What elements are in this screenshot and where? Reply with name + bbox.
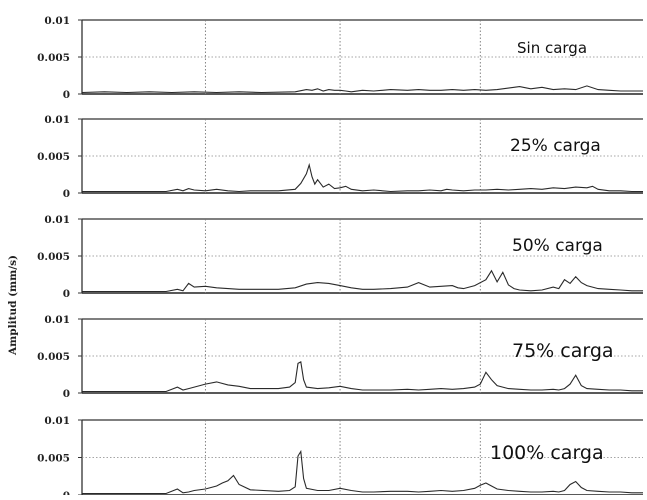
spectrum-series-line [81,85,643,94]
y-tick-label: 0.01 [44,15,70,27]
y-tick-label: 0.01 [44,114,70,126]
panel-label: Sin carga [517,39,587,57]
y-tick-label: 0.005 [37,453,70,465]
spectrum-series-line [82,449,643,495]
panel-label: 100% carga [490,442,604,464]
spectrum-series-line [82,361,643,393]
spectrum-series-line [82,269,643,293]
y-axis-label: Amplitud (mm/s) [7,255,19,356]
spectrum-series-line [82,162,643,193]
y-tick-label: 0.005 [37,251,70,263]
y-tick-label: 0.005 [37,151,70,163]
panel-label: 25% carga [510,136,601,156]
y-tick-label: 0 [63,490,70,495]
y-tick-label: 0.01 [44,214,70,226]
y-tick-label: 0.01 [44,314,70,326]
y-tick-label: 0 [63,188,70,200]
y-tick-label: 0 [63,388,70,400]
y-tick-label: 0 [63,89,70,101]
panel-label: 75% carga [512,340,614,362]
y-tick-label: 0.01 [44,415,70,427]
y-tick-label: 0.005 [37,52,70,64]
y-tick-label: 0 [63,288,70,300]
panel-label: 50% carga [512,236,603,256]
y-tick-label: 0.005 [37,351,70,363]
